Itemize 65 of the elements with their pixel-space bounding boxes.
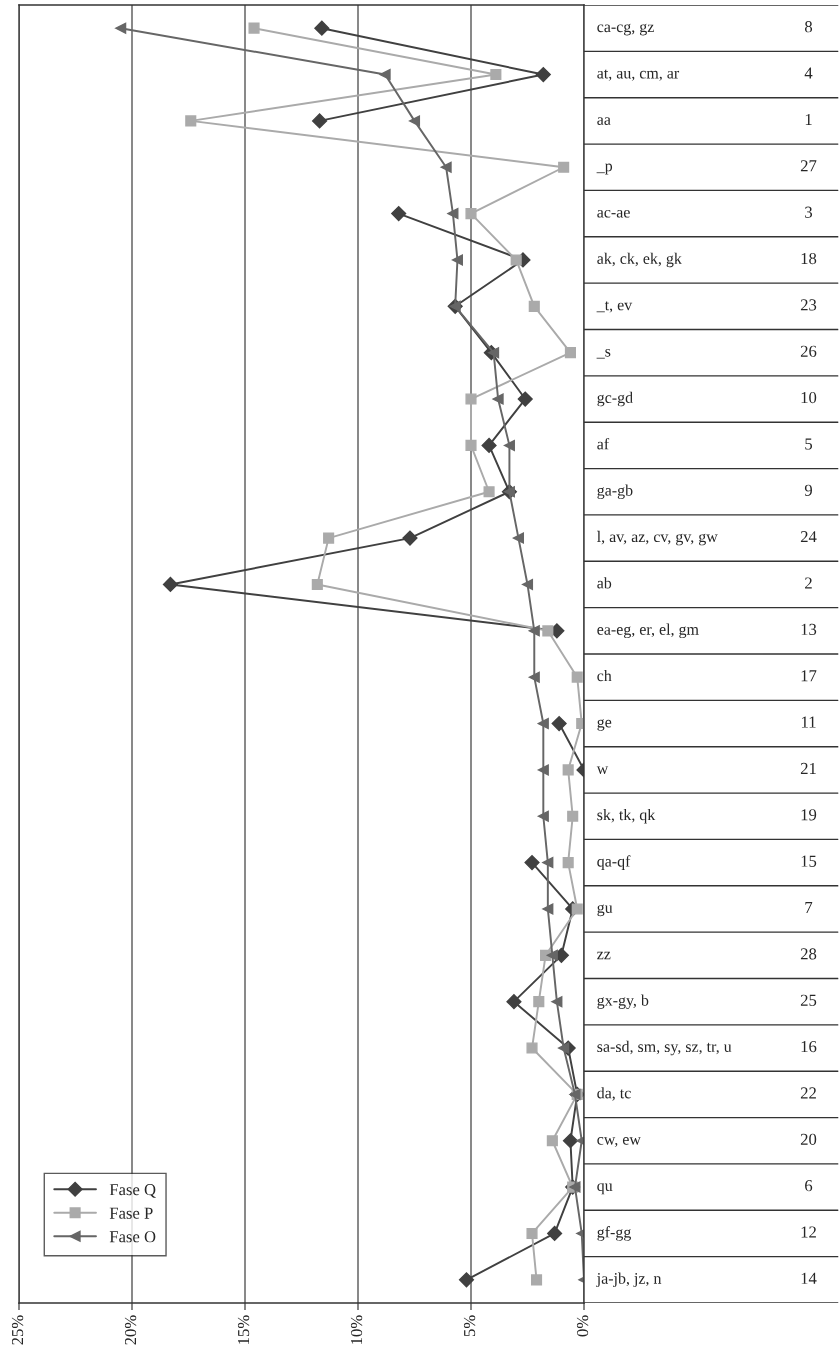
y2-tick-label: 25	[800, 994, 817, 1006]
x-tick-label: 15%	[237, 1315, 250, 1344]
y-tick-label: ga-gb	[597, 484, 633, 500]
y-tick-label: sk, tk, qk	[597, 809, 656, 824]
y-tick-label: cw, ew	[597, 1137, 641, 1148]
y2-tick-label: 28	[800, 948, 817, 960]
y2-tick-label: 16	[801, 1041, 817, 1053]
legend-label: Fase O	[109, 1231, 156, 1243]
x-tick-label: 25%	[11, 1315, 24, 1345]
y2-tick-label: 2	[805, 577, 812, 589]
y-tick-label: af	[597, 437, 610, 450]
y-tick-label: sa-sd, sm, sy, sz, tr, u	[597, 1040, 732, 1056]
y-tick-label: ak, ck, ek, gk	[597, 252, 682, 268]
y-tick-label: ab	[597, 577, 612, 589]
y2-tick-label: 22	[800, 1087, 816, 1099]
y2-tick-label: 23	[800, 299, 817, 311]
legend-label: Fase Q	[109, 1184, 156, 1198]
y2-tick-label: 19	[801, 809, 817, 821]
y-tick-label: gf-gg	[597, 1226, 632, 1241]
x-tick-label: 5%	[463, 1315, 476, 1337]
y2-tick-label: 21	[800, 762, 816, 774]
y-tick-label: da, tc	[597, 1087, 631, 1101]
y-tick-label: gx-gy, b	[597, 994, 649, 1009]
y2-tick-label: 13	[801, 623, 817, 635]
y2-tick-label: 14	[801, 1272, 817, 1284]
y-tick-label: zz	[597, 951, 611, 960]
y-tick-label: _t, ev	[596, 301, 633, 313]
y-tick-label: qa-qf	[597, 855, 631, 870]
y2-tick-label: 15	[801, 855, 817, 867]
y-tick-label: ea-eg, er, el, gm	[597, 623, 699, 639]
y-tick-label: ja-jb, jz, n	[596, 1272, 662, 1288]
y2-tick-label: 3	[805, 206, 813, 218]
y2-tick-label: 1	[805, 113, 812, 125]
y-tick-label: aa	[597, 117, 611, 125]
y2-tick-label: 5	[805, 438, 813, 450]
y-tick-label: at, au, cm, ar	[597, 69, 680, 81]
y-tick-label: w	[596, 766, 609, 774]
y2-tick-label: 10	[801, 391, 817, 404]
x-tick-label: 10%	[350, 1315, 363, 1344]
y-tick-label: qu	[597, 1183, 613, 1195]
y2-tick-label: 24	[800, 531, 817, 543]
x-tick-label: 20%	[124, 1315, 137, 1345]
y2-tick-label: 9	[804, 484, 812, 496]
y-tick-label: _p	[596, 163, 613, 175]
y2-tick-label: 12	[801, 1226, 816, 1238]
y-tick-label: l, av, az, cv, gv, gw	[597, 530, 718, 546]
y2-tick-label: 27	[800, 160, 817, 172]
y2-tick-label: 7	[805, 902, 813, 913]
y2-tick-label: 17	[801, 670, 817, 682]
x-tick-label: 0%	[576, 1315, 589, 1337]
y-tick-label: ge	[597, 719, 612, 731]
y-tick-label: ca-cg, gz	[597, 23, 654, 36]
y2-tick-label: 6	[805, 1180, 813, 1192]
y2-tick-label: 26	[800, 345, 817, 357]
y-tick-label: ac-ae	[597, 209, 630, 218]
y2-tick-label: 20	[800, 1133, 817, 1145]
y-tick-label: _s	[596, 348, 611, 359]
y2-tick-label: 18	[801, 252, 817, 265]
y-tick-label: gu	[597, 904, 613, 917]
y2-tick-label: 4	[804, 67, 813, 79]
y2-tick-label: 11	[801, 716, 816, 728]
y-tick-label: gc-gd	[597, 391, 633, 407]
y-tick-label: ch	[597, 669, 612, 682]
legend-label: Fase P	[109, 1207, 153, 1219]
y2-tick-label: 8	[804, 21, 813, 33]
